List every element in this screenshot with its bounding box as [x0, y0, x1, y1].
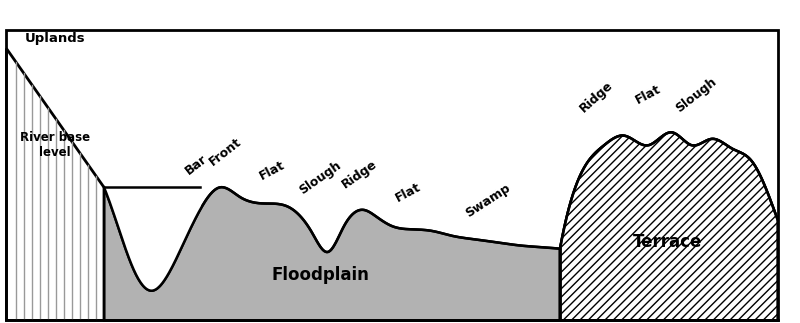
Polygon shape [104, 187, 560, 320]
Text: Slough: Slough [297, 159, 343, 197]
Text: Flat: Flat [393, 181, 423, 205]
Polygon shape [104, 187, 201, 291]
Text: Ridge: Ridge [340, 157, 380, 191]
Text: Flat: Flat [257, 158, 287, 182]
Text: Uplands: Uplands [25, 32, 86, 45]
Text: Ridge: Ridge [577, 78, 615, 115]
Text: Bar: Bar [182, 152, 210, 178]
Text: River base
level: River base level [20, 131, 90, 159]
Text: Terrace: Terrace [634, 233, 702, 251]
Text: Front: Front [207, 135, 244, 168]
Polygon shape [6, 48, 104, 320]
Text: Floodplain: Floodplain [271, 266, 369, 284]
Polygon shape [560, 132, 778, 320]
Text: Flat: Flat [633, 82, 663, 107]
Polygon shape [560, 132, 778, 320]
Text: Swamp: Swamp [463, 181, 513, 220]
Text: Slough: Slough [673, 75, 719, 115]
